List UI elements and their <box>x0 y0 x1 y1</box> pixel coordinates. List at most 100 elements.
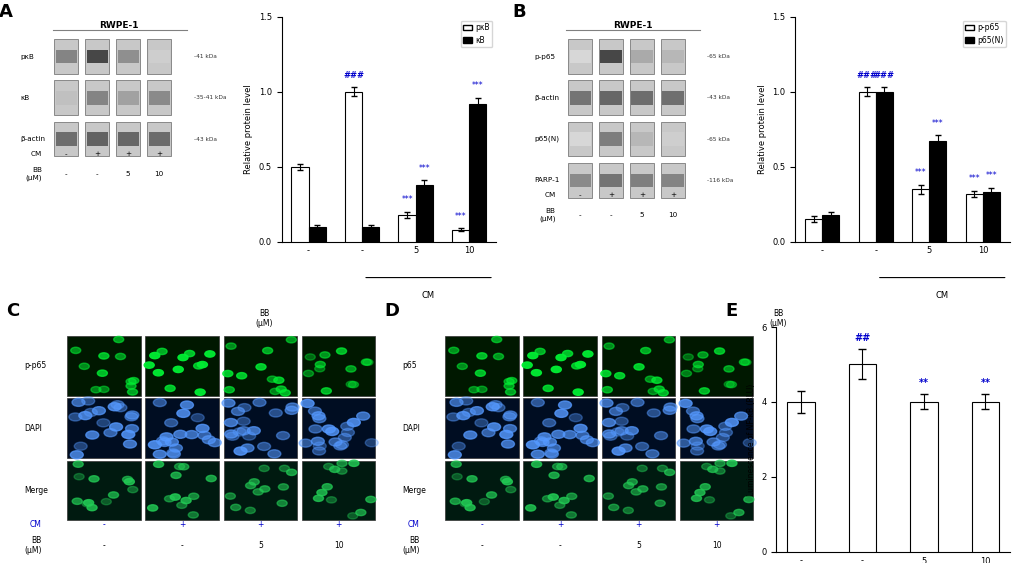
Bar <box>600 91 621 105</box>
Bar <box>631 173 652 187</box>
Circle shape <box>503 425 516 433</box>
Bar <box>630 81 653 115</box>
Circle shape <box>224 387 234 393</box>
Circle shape <box>574 425 587 432</box>
Circle shape <box>580 436 593 444</box>
Text: CM: CM <box>30 521 42 529</box>
Text: **: ** <box>918 378 928 388</box>
Circle shape <box>707 466 717 472</box>
Circle shape <box>703 427 716 436</box>
Circle shape <box>84 499 94 506</box>
Text: -: - <box>578 193 581 198</box>
Text: 5: 5 <box>636 540 640 549</box>
Circle shape <box>599 399 612 407</box>
Circle shape <box>491 404 504 412</box>
Circle shape <box>253 399 266 406</box>
Circle shape <box>614 373 624 379</box>
Circle shape <box>634 364 643 370</box>
Bar <box>568 163 592 198</box>
Text: +: + <box>635 521 641 529</box>
Circle shape <box>167 450 180 458</box>
Circle shape <box>322 484 332 490</box>
Circle shape <box>357 412 369 420</box>
Bar <box>149 132 169 146</box>
Circle shape <box>526 441 539 449</box>
Circle shape <box>554 502 565 508</box>
Text: 5: 5 <box>639 212 644 218</box>
Text: -: - <box>180 540 183 549</box>
Circle shape <box>543 438 555 446</box>
Circle shape <box>552 463 562 470</box>
Text: -: - <box>578 212 581 218</box>
Text: CM: CM <box>408 521 420 529</box>
Text: ***: *** <box>454 212 466 221</box>
Bar <box>302 398 375 458</box>
Circle shape <box>505 486 516 493</box>
Circle shape <box>166 449 179 457</box>
Circle shape <box>313 414 325 423</box>
Bar <box>660 81 685 115</box>
Circle shape <box>501 440 514 448</box>
Circle shape <box>701 463 711 470</box>
Circle shape <box>181 497 191 504</box>
Text: BB
(μM): BB (μM) <box>768 309 787 328</box>
Circle shape <box>157 348 167 355</box>
Bar <box>147 122 171 157</box>
Circle shape <box>534 437 547 445</box>
Circle shape <box>325 427 338 436</box>
Circle shape <box>491 336 501 343</box>
Text: -: - <box>558 540 561 549</box>
Bar <box>911 189 928 242</box>
Text: -: - <box>96 171 99 177</box>
Circle shape <box>625 427 638 435</box>
Text: κB: κB <box>20 95 30 101</box>
Circle shape <box>249 479 259 485</box>
Circle shape <box>531 369 541 376</box>
Text: 10: 10 <box>333 540 343 549</box>
Circle shape <box>125 425 139 433</box>
Circle shape <box>87 504 97 511</box>
Circle shape <box>503 411 517 419</box>
Bar <box>568 39 592 74</box>
Circle shape <box>286 337 297 343</box>
Circle shape <box>662 406 676 414</box>
Circle shape <box>651 377 661 383</box>
Text: 5: 5 <box>125 171 130 177</box>
Text: DAPI: DAPI <box>24 423 42 432</box>
Bar <box>821 215 839 242</box>
Bar <box>444 336 519 396</box>
Bar <box>569 91 590 105</box>
Circle shape <box>482 428 494 437</box>
Bar <box>848 364 875 552</box>
Circle shape <box>160 433 173 441</box>
Text: p65: p65 <box>401 361 416 370</box>
Circle shape <box>246 482 256 489</box>
Circle shape <box>584 475 594 481</box>
Circle shape <box>341 428 354 436</box>
Circle shape <box>623 482 633 489</box>
Text: +: + <box>713 521 719 529</box>
Bar <box>598 122 623 157</box>
Text: -43 kDa: -43 kDa <box>707 95 730 100</box>
Circle shape <box>621 432 633 440</box>
Circle shape <box>305 354 315 360</box>
Circle shape <box>718 422 731 430</box>
Bar <box>601 336 675 396</box>
Bar <box>970 402 999 552</box>
Circle shape <box>502 479 512 485</box>
Circle shape <box>270 388 280 395</box>
Circle shape <box>248 427 260 435</box>
Bar <box>86 39 109 74</box>
Text: BB
(μM): BB (μM) <box>24 535 42 555</box>
Circle shape <box>91 387 101 393</box>
Circle shape <box>499 430 513 439</box>
Circle shape <box>243 432 256 440</box>
Circle shape <box>647 388 657 395</box>
Bar <box>661 91 683 105</box>
Text: CM: CM <box>31 151 42 157</box>
Bar <box>875 92 892 242</box>
Circle shape <box>699 484 709 490</box>
Text: RWPE-1: RWPE-1 <box>612 21 651 30</box>
Bar <box>858 92 875 242</box>
Text: 5: 5 <box>258 540 263 549</box>
